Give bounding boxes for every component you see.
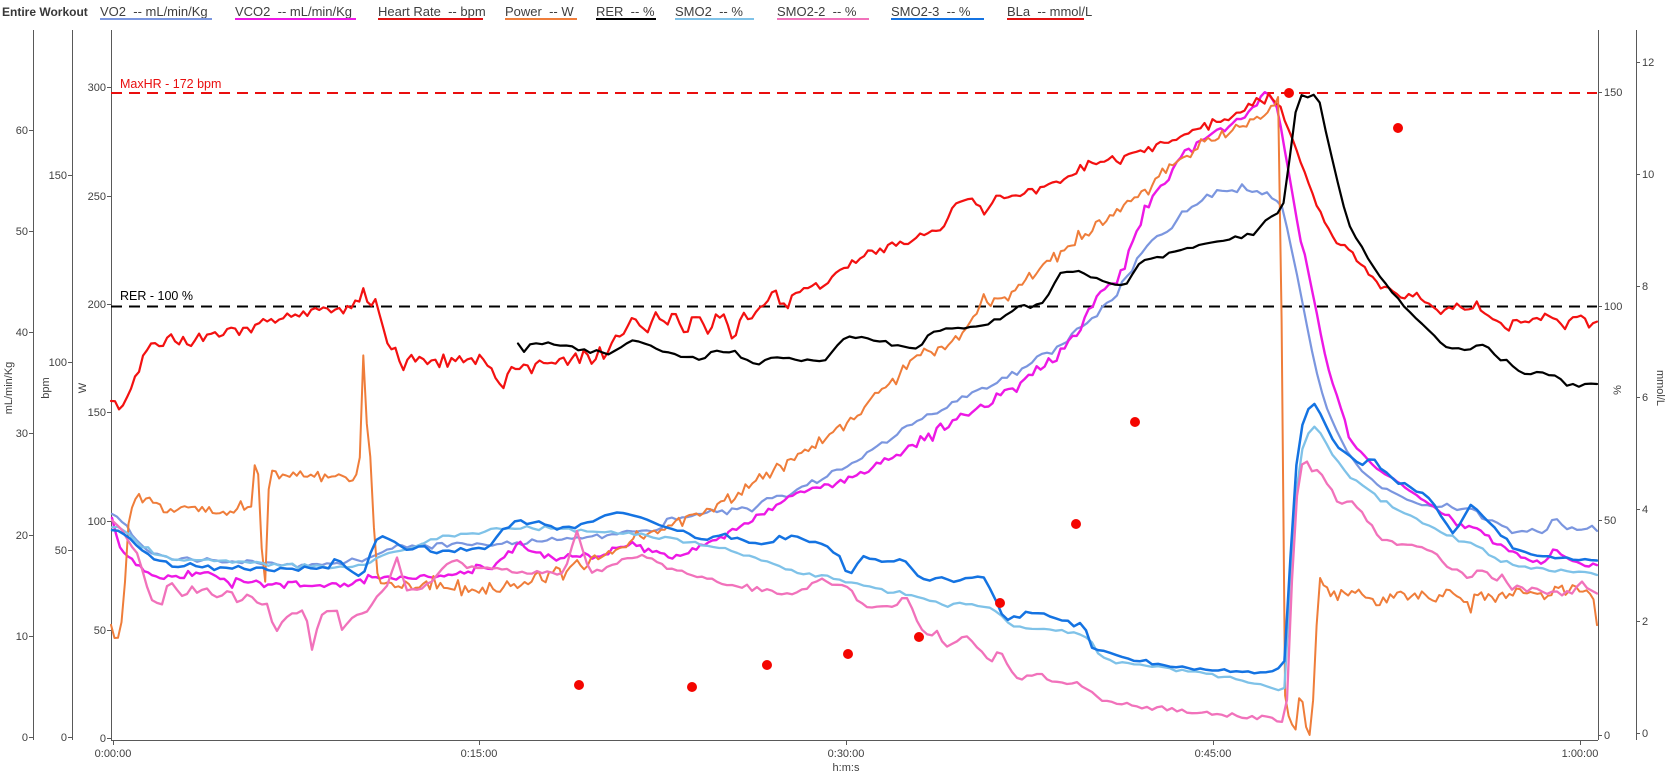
svg-text:100: 100 [1604,301,1622,313]
svg-text:6: 6 [1642,392,1648,404]
svg-text:0:30:00: 0:30:00 [828,748,865,760]
svg-text:20: 20 [16,530,28,542]
svg-text:Heart Rate -- bpm: Heart Rate -- bpm [378,4,486,19]
svg-text:50: 50 [94,625,106,637]
svg-text:300: 300 [88,82,106,94]
svg-text:SMO2-2 -- %: SMO2-2 -- % [777,4,857,19]
svg-text:mmol/L: mmol/L [1654,370,1666,406]
svg-text:10: 10 [1642,169,1654,181]
svg-text:100: 100 [49,357,67,369]
svg-text:40: 40 [16,327,28,339]
svg-text:50: 50 [1604,515,1616,527]
svg-text:mL/min/Kg: mL/min/Kg [3,362,15,415]
svg-text:h:m:s: h:m:s [833,762,860,774]
svg-text:50: 50 [16,226,28,238]
svg-text:0:45:00: 0:45:00 [1195,748,1232,760]
svg-text:200: 200 [88,299,106,311]
svg-text:0: 0 [100,733,106,745]
svg-text:1:00:00: 1:00:00 [1562,748,1599,760]
svg-text:12: 12 [1642,57,1654,69]
svg-text:SMO2-3 -- %: SMO2-3 -- % [891,4,971,19]
svg-text:W: W [77,382,89,393]
svg-text:60: 60 [16,125,28,137]
svg-text:RER -- %: RER -- % [596,4,655,19]
svg-text:150: 150 [1604,87,1622,99]
svg-text:10: 10 [16,631,28,643]
svg-text:0: 0 [22,732,28,744]
svg-text:SMO2 -- %: SMO2 -- % [675,4,743,19]
svg-text:Entire Workout: Entire Workout [2,5,88,19]
svg-text:0:00:00: 0:00:00 [95,748,132,760]
svg-text:0: 0 [61,732,67,744]
svg-text:RER - 100 %: RER - 100 % [120,289,193,303]
svg-text:8: 8 [1642,281,1648,293]
svg-text:0: 0 [1642,728,1648,740]
svg-text:150: 150 [49,170,67,182]
svg-text:150: 150 [88,407,106,419]
svg-text:0: 0 [1604,730,1610,742]
svg-text:30: 30 [16,428,28,440]
svg-text:VO2 -- mL/min/Kg: VO2 -- mL/min/Kg [100,4,208,19]
svg-text:bpm: bpm [40,377,52,398]
svg-text:%: % [1612,385,1624,395]
svg-text:4: 4 [1642,504,1648,516]
svg-text:2: 2 [1642,616,1648,628]
svg-text:250: 250 [88,191,106,203]
svg-text:50: 50 [55,545,67,557]
svg-text:VCO2 -- mL/min/Kg: VCO2 -- mL/min/Kg [235,4,352,19]
svg-text:BLa -- mmol/L: BLa -- mmol/L [1007,4,1092,19]
svg-text:0:15:00: 0:15:00 [461,748,498,760]
svg-text:100: 100 [88,516,106,528]
svg-text:Power -- W: Power -- W [505,4,574,19]
svg-text:MaxHR - 172 bpm: MaxHR - 172 bpm [120,77,221,91]
